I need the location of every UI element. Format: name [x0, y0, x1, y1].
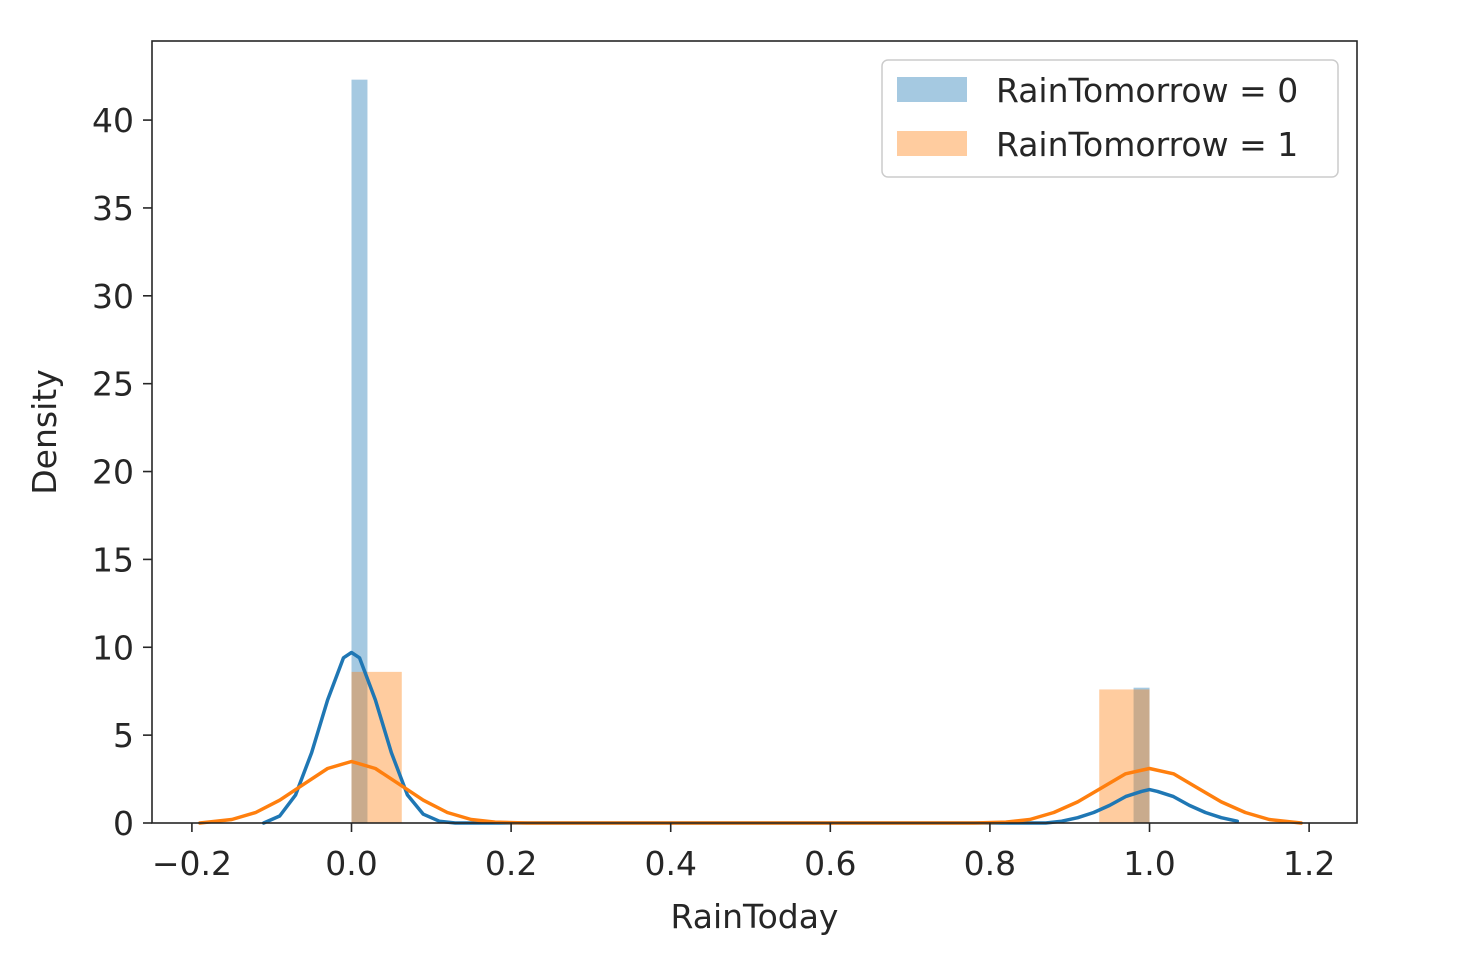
- x-tick-label: 0.0: [325, 844, 377, 883]
- y-tick-label: 0: [113, 804, 134, 843]
- x-tick-label: 1.2: [1283, 844, 1335, 883]
- plot-frame: [151, 40, 1358, 824]
- x-tick-label: 0.8: [964, 844, 1016, 883]
- y-axis-label: Density: [25, 369, 64, 494]
- histogram-bar-series-0-0: [351, 79, 368, 824]
- kde-line-series-0: [261, 650, 1240, 825]
- histogram-bar-series-1-1: [1099, 689, 1150, 823]
- y-tick-label: 30: [92, 277, 134, 316]
- x-axis-label: RainToday: [671, 897, 839, 936]
- x-tick-label: 0.4: [644, 844, 696, 883]
- x-tick-label: 0.2: [485, 844, 537, 883]
- x-tick-label: −0.2: [152, 844, 232, 883]
- x-tick-label: 1.0: [1123, 844, 1175, 883]
- histogram-bar-series-1-0: [351, 671, 402, 823]
- y-tick-label: 40: [92, 101, 134, 140]
- y-tick-label: 35: [92, 189, 134, 228]
- legend-swatch-series-1: [897, 131, 967, 156]
- y-tick-label: 10: [92, 628, 134, 667]
- y-tick-label: 5: [113, 716, 134, 755]
- y-tick-label: 20: [92, 453, 134, 492]
- legend-label-series-0: RainTomorrow = 0: [996, 71, 1298, 110]
- y-tick-label: 25: [92, 365, 134, 404]
- legend-swatch-series-0: [897, 77, 967, 102]
- legend: RainTomorrow = 0 RainTomorrow = 1: [881, 59, 1339, 178]
- y-axis: 0 5 10 15 20 25 30 35 40: [92, 101, 152, 843]
- x-tick-label: 0.6: [804, 844, 856, 883]
- legend-frame: [881, 59, 1339, 178]
- x-axis: −0.2 0.0 0.2 0.4 0.6 0.8 1.0 1.2: [152, 823, 1335, 883]
- legend-label-series-1: RainTomorrow = 1: [996, 125, 1298, 164]
- y-tick-label: 15: [92, 540, 134, 579]
- plot-area: [151, 40, 1358, 825]
